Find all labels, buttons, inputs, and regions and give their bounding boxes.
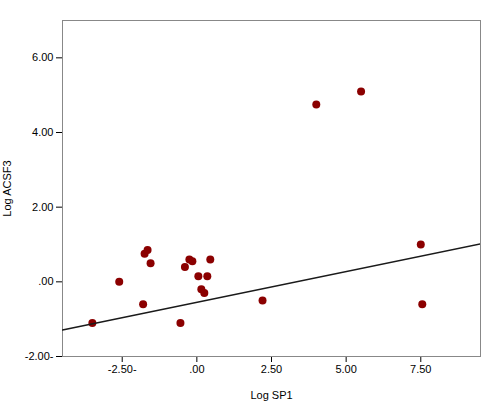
svg-text:Log ACSF3: Log ACSF3: [1, 160, 13, 216]
svg-text:2.50: 2.50: [261, 363, 282, 375]
svg-text:.00: .00: [189, 363, 204, 375]
svg-text:5.00: 5.00: [335, 363, 356, 375]
svg-text:Log SP1: Log SP1: [250, 389, 292, 401]
svg-text:7.50: 7.50: [410, 363, 431, 375]
svg-text:4.00: 4.00: [32, 126, 53, 138]
svg-text:.00: .00: [38, 275, 53, 287]
svg-text:2.00: 2.00: [32, 201, 53, 213]
svg-text:6.00: 6.00: [32, 51, 53, 63]
svg-text:-2.00-: -2.00-: [25, 350, 54, 362]
svg-text:-2.50-: -2.50-: [108, 363, 137, 375]
